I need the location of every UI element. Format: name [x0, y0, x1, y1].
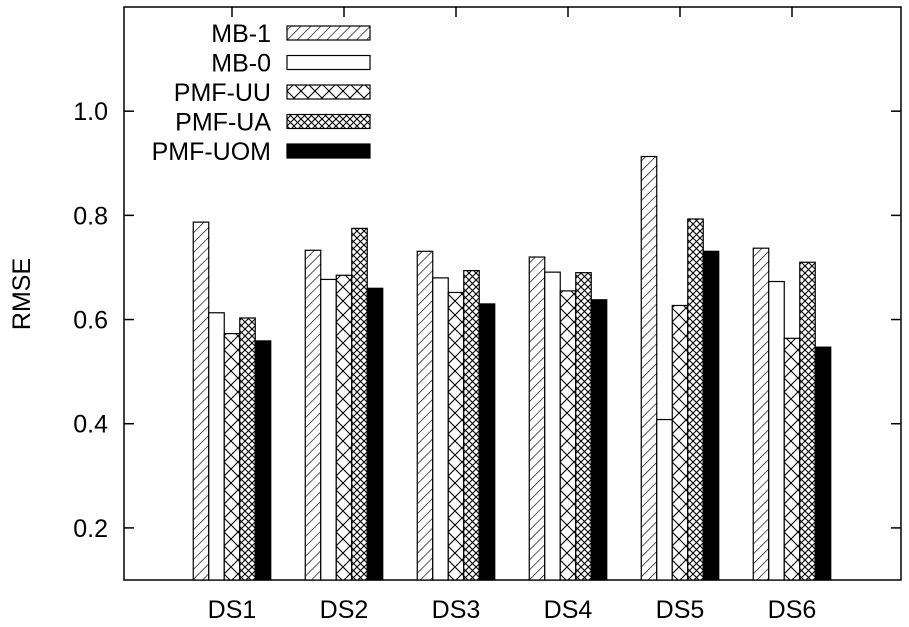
- bar-mb-1-ds4: [528, 256, 546, 581]
- y-tick-label: 0.2: [73, 515, 108, 543]
- y-axis: 0.2 0.4 0.6 0.8 1.0: [73, 98, 901, 543]
- bar-pmf-uom-ds3: [478, 303, 496, 581]
- bar-pmf-uom-ds1: [254, 340, 272, 581]
- bar-mb-0-ds2: [320, 278, 337, 581]
- bar-pmf-uom-ds6: [814, 346, 832, 581]
- bar-pmf-uu-ds6: [783, 337, 801, 581]
- bar-pmf-uu-ds2: [335, 274, 353, 581]
- bar-mb-1-ds2: [304, 249, 322, 581]
- legend-swatch: [286, 54, 371, 71]
- plot-frame: [123, 6, 902, 581]
- x-tick-label: DS2: [320, 596, 369, 624]
- bar-mb-0-ds5: [656, 418, 673, 581]
- bar-mb-1-ds5: [640, 155, 658, 581]
- bar-mb-0-ds1: [208, 312, 225, 581]
- legend-label: MB-1: [211, 20, 271, 48]
- bar-pmf-uom-ds4: [590, 299, 608, 581]
- x-tick-label: DS6: [768, 596, 817, 624]
- x-tick-label: DS1: [208, 596, 257, 624]
- x-tick-label: DS5: [656, 596, 705, 624]
- legend-label: PMF-UA: [175, 109, 271, 137]
- bar-pmf-uom-ds5: [702, 250, 720, 581]
- bar-pmf-ua-ds3: [463, 269, 480, 581]
- bar-mb-0-ds6: [768, 280, 785, 581]
- legend-label: PMF-UU: [174, 79, 271, 107]
- bar-pmf-ua-ds1: [239, 317, 256, 581]
- legend-swatch: [286, 25, 371, 41]
- legend-swatch: [286, 113, 371, 130]
- bar-mb-0-ds3: [432, 277, 449, 581]
- bar-pmf-uu-ds4: [559, 290, 577, 581]
- y-tick-label: 1.0: [73, 98, 108, 126]
- y-tick-label: 0.4: [73, 411, 108, 439]
- bar-pmf-ua-ds4: [575, 272, 592, 581]
- bar-mb-1-ds1: [192, 221, 210, 581]
- bar-pmf-uu-ds3: [447, 291, 465, 581]
- x-axis: DS1 DS2 DS3 DS4 DS5 DS6: [208, 7, 817, 624]
- bar-pmf-uu-ds5: [671, 304, 689, 581]
- bar-mb-0-ds4: [544, 271, 561, 581]
- bar-series-group: [192, 155, 832, 581]
- y-axis-title: RMSE: [8, 258, 36, 330]
- y-tick-label: 0.6: [73, 307, 108, 335]
- y-tick-label: 0.8: [73, 202, 108, 230]
- legend-swatch: [286, 84, 371, 100]
- bar-mb-1-ds6: [752, 247, 770, 581]
- legend-label: MB-0: [211, 50, 271, 78]
- bar-pmf-ua-ds2: [351, 227, 368, 581]
- bar-pmf-ua-ds5: [687, 218, 704, 581]
- legend-swatch: [286, 143, 371, 159]
- bar-mb-1-ds3: [416, 250, 434, 581]
- x-tick-label: DS4: [544, 596, 593, 624]
- x-tick-label: DS3: [432, 596, 481, 624]
- legend-label: PMF-UOM: [152, 138, 271, 166]
- bar-pmf-uu-ds1: [223, 333, 241, 581]
- bar-pmf-ua-ds6: [799, 261, 816, 581]
- bar-pmf-uom-ds2: [366, 287, 384, 581]
